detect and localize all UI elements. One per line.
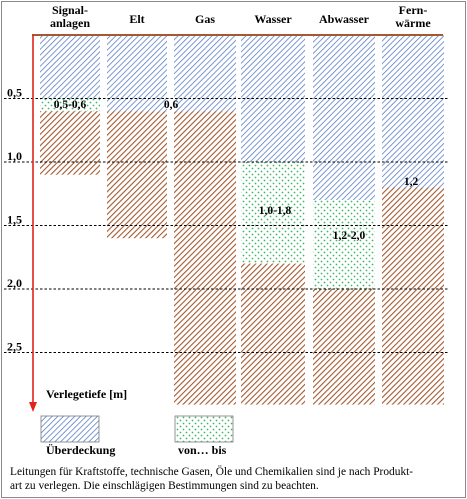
cover-segment-wasser: [241, 35, 305, 162]
depth-tick-1,0: 1,0: [7, 149, 22, 163]
depth-tick-2,0: 2,0: [7, 276, 22, 290]
depth-axis-arrow: [29, 402, 37, 412]
depth-diagram: Signal-anlagen Elt Gas Wasser Abwasser Fern-w…: [4, 3, 448, 457]
cover-segment-signal: [40, 35, 100, 99]
cover-segment-elt: [107, 35, 167, 112]
pipe-zone-gas: [174, 111, 236, 405]
footer-note: Leitungen für Kraftstoffe, technische Ga…: [10, 465, 465, 493]
column-header-gas: Gas: [195, 12, 215, 26]
pipe-zone-fernwaerme: [382, 187, 444, 405]
depth-tick-1,5: 1,5: [7, 213, 22, 227]
range-labels: 0,5-0,6 0,6 1,0-1,8 1,2-2,0 1,2: [54, 99, 419, 242]
legend-range-swatch: [174, 415, 234, 443]
range-segment-wasser: [241, 162, 305, 264]
depth-tick-2,5: 2,5: [7, 340, 22, 354]
column-header-abwasser: Abwasser: [319, 12, 370, 26]
legend-cover-swatch: [40, 415, 100, 443]
range-label-elt: 0,6: [164, 99, 179, 111]
range-segment-signal: [40, 98, 100, 112]
pipe-zone-wasser: [241, 263, 305, 405]
cover-segment-gas: [174, 35, 236, 112]
range-label-fernwaerme: 1,2: [404, 176, 419, 188]
column-bars: [40, 35, 444, 405]
cover-segment-abwasser: [313, 35, 375, 201]
cover-segment-fernwaerme: [382, 35, 444, 188]
footer-line-1: Leitungen für Kraftstoffe, technische Ga…: [10, 466, 414, 478]
column-header-wasser: Wasser: [254, 12, 292, 26]
column-header-signal: Signal-anlagen: [50, 3, 90, 30]
depth-axis-label: Verlegetiefe [m]: [46, 387, 127, 401]
pipe-zone-abwasser: [313, 289, 375, 405]
column-headers: Signal-anlagen Elt Gas Wasser Abwasser Fern-w…: [50, 3, 431, 30]
footer-line-2: art zu verlegen. Die einschlägigen Besti…: [10, 480, 319, 492]
depth-tick-labels: 0,5 1,0 1,5 2,0 2,5: [7, 86, 22, 354]
pipe-zone-elt: [107, 111, 167, 239]
legend-range-label: von… bis: [178, 443, 227, 457]
column-header-fernwaerme: Fern-wärme: [395, 3, 431, 30]
column-header-elt: Elt: [129, 12, 144, 26]
depth-tick-0,5: 0,5: [7, 86, 22, 100]
pipe-zone-signal: [40, 111, 100, 175]
legend-cover-label: Überdeckung: [46, 443, 115, 457]
range-label-signal: 0,5-0,6: [54, 99, 87, 111]
range-label-wasser: 1,0-1,8: [259, 205, 292, 217]
depth-gridlines: [4, 98, 448, 353]
range-segment-abwasser: [313, 200, 375, 289]
range-label-abwasser: 1,2-2,0: [333, 230, 366, 242]
